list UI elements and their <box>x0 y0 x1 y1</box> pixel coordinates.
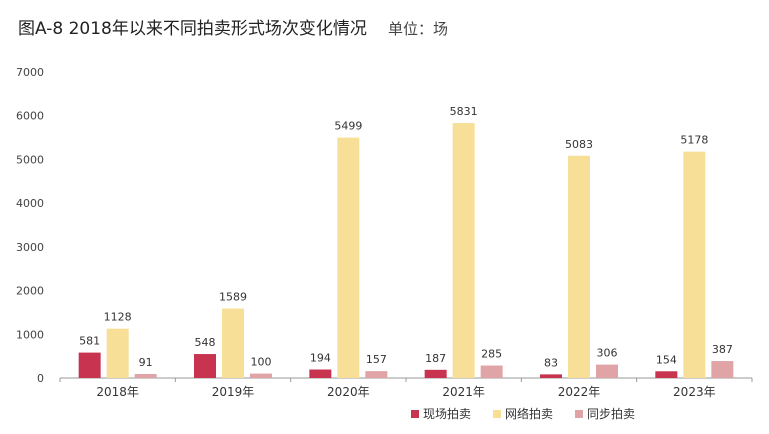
legend-swatch-0 <box>411 410 419 418</box>
chart-title: 图A-8 2018年以来不同拍卖形式场次变化情况 <box>18 19 367 39</box>
data-label-0-1: 548 <box>195 336 216 349</box>
bar-1-2 <box>337 137 360 378</box>
data-label-0-0: 581 <box>79 335 100 348</box>
bar-0-3 <box>424 369 447 378</box>
unit-label: 单位：场 <box>387 20 448 38</box>
bar-2-5 <box>711 361 734 378</box>
data-label-1-3: 5831 <box>450 105 478 118</box>
bar-2-1 <box>250 373 272 378</box>
x-tick-label-3: 2021年 <box>442 385 485 399</box>
data-label-1-5: 5178 <box>680 134 708 147</box>
title-row: 图A-8 2018年以来不同拍卖形式场次变化情况 单位：场 <box>18 14 448 44</box>
bar-0-5 <box>655 371 678 378</box>
legend-label-2: 同步拍卖 <box>587 406 635 421</box>
bar-0-0 <box>78 352 101 378</box>
bar-2-2 <box>365 371 388 378</box>
bar-1-3 <box>452 123 475 379</box>
data-label-1-0: 1128 <box>104 311 132 324</box>
bar-1-4 <box>568 155 590 378</box>
x-tick-label-1: 2019年 <box>212 385 255 399</box>
legend-label-1: 网络拍卖 <box>505 406 553 421</box>
x-tick-label-0: 2018年 <box>96 385 139 399</box>
bar-2-0 <box>134 374 157 378</box>
data-label-2-1: 100 <box>251 356 272 369</box>
x-tick-label-2: 2020年 <box>327 385 370 399</box>
data-label-2-3: 285 <box>481 348 502 361</box>
y-tick-label-2: 2000 <box>16 285 44 298</box>
legend-swatch-1 <box>493 410 501 418</box>
bar-0-4 <box>540 374 562 378</box>
y-tick-label-5: 5000 <box>16 153 44 166</box>
data-label-0-4: 83 <box>544 356 558 369</box>
bar-1-0 <box>106 328 129 378</box>
data-label-0-2: 194 <box>310 352 331 365</box>
bar-1-1 <box>222 308 244 378</box>
data-label-0-5: 154 <box>656 353 677 366</box>
y-tick-label-4: 4000 <box>16 197 44 210</box>
data-label-0-3: 187 <box>425 352 446 365</box>
legend-label-0: 现场拍卖 <box>423 406 471 421</box>
y-tick-label-7: 7000 <box>16 66 44 79</box>
y-tick-label-1: 1000 <box>16 328 44 341</box>
y-tick-label-3: 3000 <box>16 241 44 254</box>
data-label-2-0: 91 <box>139 356 153 369</box>
data-label-2-5: 387 <box>712 343 733 356</box>
legend-swatch-2 <box>575 410 583 418</box>
y-tick-label-6: 6000 <box>16 110 44 123</box>
x-tick-label-5: 2023年 <box>673 385 716 399</box>
data-label-2-2: 157 <box>366 353 387 366</box>
data-label-1-2: 5499 <box>334 120 362 133</box>
data-label-1-4: 5083 <box>565 138 593 151</box>
x-tick-label-4: 2022年 <box>558 385 601 399</box>
bar-2-3 <box>480 365 503 378</box>
data-label-2-4: 306 <box>597 347 618 360</box>
bar-0-1 <box>194 354 216 378</box>
bar-1-5 <box>683 151 706 378</box>
data-label-1-1: 1589 <box>219 291 247 304</box>
y-tick-label-0: 0 <box>37 372 44 385</box>
bar-2-4 <box>596 364 618 378</box>
bar-0-2 <box>309 369 332 378</box>
